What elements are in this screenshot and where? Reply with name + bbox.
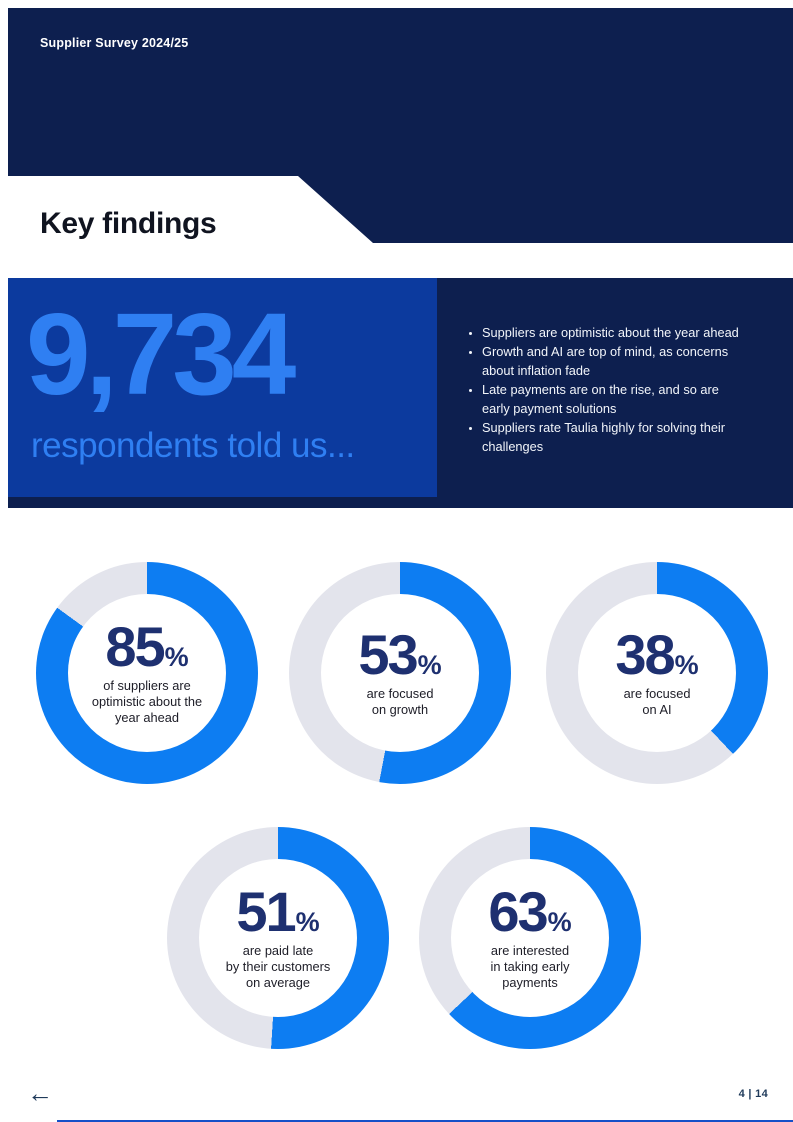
- donut-value: 53%: [358, 622, 442, 686]
- list-item: Late payments are on the rise, and so ar…: [482, 380, 774, 418]
- donut-hole: 38% are focused on AI: [578, 594, 736, 752]
- donut-chart-growth: 53% are focused on growth: [289, 562, 511, 784]
- percent-sign: %: [295, 906, 320, 937]
- donut-value: 51%: [236, 879, 320, 943]
- percent-sign: %: [417, 649, 442, 680]
- respondents-count: 9,734: [26, 289, 296, 419]
- percent-sign: %: [547, 906, 572, 937]
- donut-chart-early-payments: 63% are interested in taking early payme…: [419, 827, 641, 1049]
- donut-value: 63%: [488, 879, 572, 943]
- donut-value: 85%: [105, 614, 189, 678]
- percent-sign: %: [674, 649, 699, 680]
- hero-band: [8, 278, 793, 508]
- donut-label: are focused on growth: [366, 686, 434, 718]
- donut-hole: 53% are focused on growth: [321, 594, 479, 752]
- donut-chart-optimism: 85% of suppliers are optimistic about th…: [36, 562, 258, 784]
- donut-label: are interested in taking early payments: [490, 943, 570, 991]
- donut-value: 38%: [615, 622, 699, 686]
- hero-blue-panel: [8, 278, 437, 497]
- page-indicator: 4 | 14: [738, 1088, 768, 1100]
- arrow-left-icon[interactable]: ←: [27, 1078, 53, 1108]
- donut-label: are focused on AI: [623, 686, 691, 718]
- respondents-caption: respondents told us...: [31, 426, 355, 465]
- donut-chart-ai: 38% are focused on AI: [546, 562, 768, 784]
- donut-label: are paid late by their customers on aver…: [225, 943, 331, 991]
- donut-hole: 63% are interested in taking early payme…: [451, 859, 609, 1017]
- donut-hole: 51% are paid late by their customers on …: [199, 859, 357, 1017]
- footer-rule: [57, 1120, 793, 1122]
- key-findings-list: Suppliers are optimistic about the year …: [462, 323, 774, 456]
- page-title: Key findings: [40, 207, 217, 240]
- list-item: Suppliers are optimistic about the year …: [482, 323, 774, 342]
- survey-title: Supplier Survey 2024/25: [40, 36, 189, 50]
- percent-sign: %: [164, 641, 189, 672]
- donut-chart-late-payments: 51% are paid late by their customers on …: [167, 827, 389, 1049]
- list-item: Suppliers rate Taulia highly for solving…: [482, 418, 774, 456]
- donut-label: of suppliers are optimistic about the ye…: [91, 678, 203, 726]
- list-item: Growth and AI are top of mind, as concer…: [482, 342, 774, 380]
- donut-hole: 85% of suppliers are optimistic about th…: [68, 594, 226, 752]
